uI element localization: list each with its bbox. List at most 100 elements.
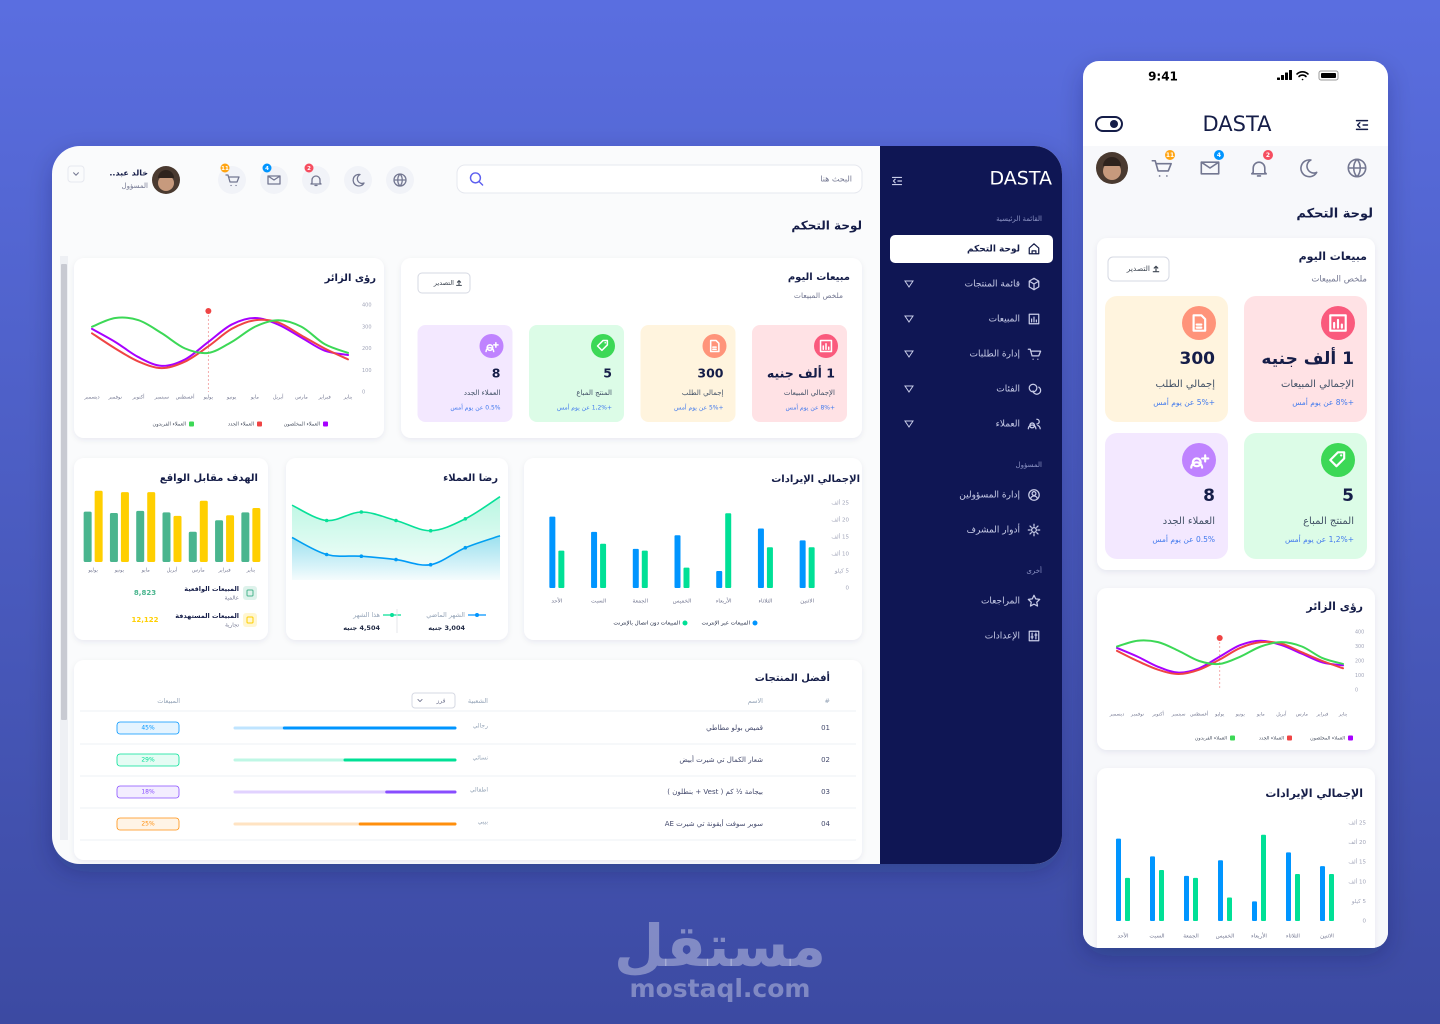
search-placeholder[interactable]: البحث هنا	[820, 175, 852, 184]
sales-label: 45%	[141, 725, 155, 732]
bar	[1286, 852, 1291, 921]
nav-item[interactable]: المراجعات	[981, 597, 1020, 607]
x-tick-label: فبراير	[1316, 712, 1329, 718]
product-name: شعار الكمال تي شيرت أبيض	[679, 755, 763, 764]
legend-label: المبيعات دون اتصال بالإنترنت	[613, 621, 680, 627]
page-title: لوحة التحكم	[791, 219, 862, 234]
sort-label[interactable]: فرز	[435, 698, 445, 705]
bar	[600, 543, 607, 588]
nav-item[interactable]: العملاء	[996, 420, 1020, 430]
nav-item[interactable]: الإعدادات	[985, 632, 1020, 642]
scroll-thumb[interactable]	[61, 264, 67, 720]
toggle-knob	[1110, 120, 1118, 128]
avatar-hair	[1103, 157, 1121, 166]
user-menu[interactable]	[67, 165, 85, 183]
legend-subtitle: تجارية	[225, 623, 239, 629]
export-label[interactable]: التصدير	[433, 279, 454, 287]
products-card	[74, 660, 862, 860]
icon-shape	[1027, 523, 1041, 537]
icon	[1028, 489, 1040, 501]
icon-shape	[485, 341, 499, 353]
page-title: لوحة التحكم	[1296, 207, 1373, 222]
sort-dropdown[interactable]	[411, 692, 456, 709]
legend-swatch	[189, 421, 194, 427]
icon	[1028, 313, 1040, 325]
x-tick-label: أبريل	[167, 567, 178, 574]
x-tick-label: أغسطس	[176, 394, 196, 401]
icon	[1355, 119, 1369, 131]
icon-shape	[1028, 630, 1040, 642]
bar	[199, 500, 208, 562]
stat-value: 5	[603, 366, 612, 381]
stat-label: إجمالي الطلب	[682, 389, 724, 397]
x-tick-label: الجمعة	[633, 599, 649, 605]
nav-item[interactable]: الفئات	[996, 385, 1020, 395]
icon-shape	[1151, 159, 1172, 177]
bar	[1320, 866, 1325, 921]
icon-shape	[1355, 119, 1369, 131]
legend-swatch	[752, 620, 758, 626]
x-tick-label: أبريل	[273, 394, 284, 401]
legend-total: 3,004 جنيه	[428, 624, 465, 632]
header-button[interactable]	[302, 166, 330, 194]
signal-bar	[1281, 75, 1284, 80]
point	[359, 510, 364, 514]
legend-swatch	[1287, 735, 1292, 741]
export-label[interactable]: التصدير	[1126, 264, 1150, 273]
sales-badge	[116, 817, 180, 831]
search-box[interactable]	[456, 164, 863, 194]
product-category: نسائي	[472, 755, 488, 762]
bar	[549, 516, 556, 588]
icon-shape	[1200, 161, 1220, 175]
stat-change: +8% عن يوم أمس	[786, 404, 835, 412]
y-tick-label: 0	[1355, 688, 1358, 694]
legend-total: 4,504 جنيه	[343, 624, 380, 632]
hover-dot	[1216, 635, 1223, 641]
bar	[1261, 834, 1266, 921]
bar	[725, 513, 732, 588]
icon	[1200, 161, 1220, 175]
icon-shape	[417, 698, 423, 703]
nav-expand	[904, 280, 914, 288]
table-header: الاسم	[748, 697, 763, 705]
y-tick-label: 0	[1363, 919, 1367, 925]
x-tick-label: السبت	[591, 599, 607, 605]
line-series	[91, 318, 349, 370]
nav-item[interactable]: إدارة المسؤولين	[959, 491, 1020, 501]
icon-shape	[1347, 158, 1367, 178]
x-tick-label: يوليو	[203, 395, 214, 401]
icon-shape	[456, 280, 462, 286]
icon	[709, 339, 720, 353]
theme-toggle[interactable]	[1095, 116, 1123, 132]
icon-shape	[1190, 454, 1210, 469]
line-series	[91, 316, 349, 355]
icon	[352, 173, 365, 187]
icon-shape	[352, 173, 365, 187]
nav-item[interactable]: قائمة المنتجات	[965, 280, 1020, 290]
bar	[120, 492, 129, 562]
nav-item[interactable]: أدوار المشرف	[967, 524, 1020, 536]
legend-label: الشهر الماضي	[426, 611, 465, 619]
icon-shape	[1300, 159, 1318, 178]
point	[324, 518, 329, 523]
legend-label: العملاء المخلصون	[284, 422, 320, 428]
icon	[1027, 348, 1042, 360]
header-button[interactable]	[218, 166, 246, 194]
x-tick-label: يوليو	[87, 568, 98, 574]
y-tick-label: 25 ألف	[1348, 819, 1366, 827]
nav-item[interactable]: المبيعات	[989, 315, 1020, 325]
x-tick-label: أكتوبر	[1151, 711, 1164, 718]
bar	[173, 515, 182, 562]
export-button[interactable]	[417, 272, 471, 294]
x-tick-label: نوفمبر	[1130, 713, 1144, 718]
icon-shape	[1028, 383, 1042, 395]
bar	[683, 567, 690, 588]
avatar-hair	[158, 170, 174, 178]
nav-item[interactable]: إدارة الطلبات	[970, 350, 1020, 360]
product-name: بيجامة ½ كم ( Vest + بنطلون )	[667, 788, 763, 796]
icon	[73, 172, 79, 176]
bar	[799, 540, 806, 588]
nav-item[interactable]: لوحة التحكم	[967, 245, 1020, 255]
nav-active-bg[interactable]	[890, 235, 1053, 263]
export-button[interactable]	[1107, 256, 1170, 282]
